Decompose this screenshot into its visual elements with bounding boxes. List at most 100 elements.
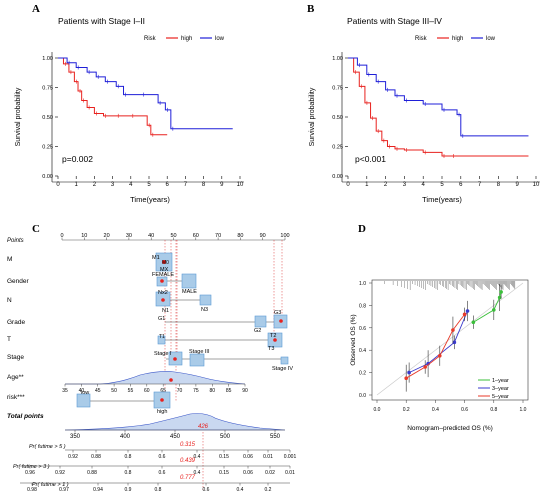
prob5-value: 0.315 <box>180 442 196 448</box>
c-total-ticks-label: 550 <box>270 434 281 440</box>
panel-d-xlabel: Nomogram–predicted OS (%) <box>407 425 493 432</box>
c-prob5-ticks-label: 0.01 <box>263 454 273 460</box>
a-xtick-label: 0 <box>56 182 60 188</box>
m-point <box>162 260 166 264</box>
nomogram-row-m: M1 MX M0 <box>152 252 173 273</box>
c-points-ticks-label: 60 <box>193 233 199 239</box>
grade-point <box>279 319 283 323</box>
d-ytick-label: 0.2 <box>359 371 366 377</box>
nomogram-row-stage: Stage I Stage III Stage IV <box>154 349 293 372</box>
panel-b-legend-low: low <box>486 36 496 42</box>
legend-1yr: 1–year <box>492 378 509 384</box>
panel-b-y-ticks: 0.00 0.25 0.50 0.75 1.00 <box>332 56 348 180</box>
nomogram-label-total: Total points <box>7 413 44 420</box>
d-point-1 <box>465 309 470 313</box>
c-prob1-ticks-label: 0.97 <box>59 487 69 493</box>
c-prob1-ticks-label: 0.94 <box>93 487 103 493</box>
panel-a-legend-low: low <box>215 36 225 42</box>
b-xtick-label: 4 <box>422 182 426 188</box>
a-ytick-label: 0.25 <box>42 145 53 151</box>
grade-label-g3: G3 <box>274 310 281 316</box>
c-age-ticks-label: 45 <box>95 388 101 394</box>
c-total-ticks-label: 350 <box>70 434 81 440</box>
a-curve-high <box>58 57 168 136</box>
b-xtick-label: 6 <box>459 182 463 188</box>
gender-label-male: MALE <box>182 289 197 295</box>
c-total-ticks-label: 500 <box>220 434 231 440</box>
nomogram-prob5: 0.92 0.88 0.8 0.6 0.4 0.15 0.06 0.01 0.001 0.315 <box>65 442 296 460</box>
legend-3yr: 3–year <box>492 386 509 392</box>
c-age-ticks-label: 60 <box>144 388 150 394</box>
panel-b-ylabel: Survival probability <box>309 87 316 146</box>
a-ytick-label: 0.50 <box>42 115 53 121</box>
panel-a-y-ticks: 0.00 0.25 0.50 0.75 1.00 <box>42 56 58 180</box>
c-prob1-ticks-label: 0.4 <box>237 487 244 493</box>
nomogram-label-prob1: Pr( futime > 1 ) <box>32 482 69 488</box>
risk-label-low: low <box>81 390 89 396</box>
c-prob5-ticks-label: 0.15 <box>219 454 229 460</box>
c-points-ticks-label: 10 <box>81 233 87 239</box>
d-ytick-label: 0.0 <box>359 393 366 399</box>
gender-label-female: FEMALE <box>152 272 174 278</box>
prob5-axis-ticks: 0.92 0.88 0.8 0.6 0.4 0.15 0.06 0.01 0.001 <box>68 450 296 460</box>
b-xtick-label: 5 <box>440 182 444 188</box>
t-point <box>273 338 277 342</box>
c-prob3-ticks-label: 0.06 <box>243 470 253 476</box>
a-xtick-label: 3 <box>111 182 115 188</box>
a-xtick-label: 8 <box>202 182 206 188</box>
b-xtick-label: 2 <box>384 182 388 188</box>
panel-a-x-ticks: 0 1 2 3 4 5 6 7 8 9 10 <box>56 176 244 188</box>
c-age-ticks-label: 75 <box>193 388 199 394</box>
panel-d-series <box>404 284 503 392</box>
n-label-n3: N3 <box>201 307 208 313</box>
c-prob3-ticks-label: 0.4 <box>194 470 201 476</box>
panel-d-ideal-line <box>376 282 524 396</box>
d-point-1 <box>407 370 411 375</box>
d-ytick-label: 0.8 <box>359 303 366 309</box>
d-xtick-label: 0.8 <box>490 407 497 413</box>
gender-male-box <box>181 273 197 289</box>
prob3-value: 0.439 <box>180 458 196 464</box>
a-xtick-label: 5 <box>147 182 151 188</box>
b-xtick-label: 10 <box>533 182 540 188</box>
nomogram-row-age: 35 40 45 50 55 60 65 70 75 80 85 90 <box>62 371 248 394</box>
panel-b-letter: B <box>307 3 315 15</box>
c-total-ticks-label: 400 <box>120 434 131 440</box>
c-prob1-ticks-label: 0.9 <box>125 487 132 493</box>
nomogram-label-t: T <box>7 336 11 343</box>
panel-a: A Patients with Stage I–II Risk high low… <box>15 3 244 204</box>
c-age-ticks-label: 85 <box>226 388 232 394</box>
nomogram-label-stage: Stage <box>7 354 24 361</box>
nomogram-label-n: N <box>7 297 12 304</box>
c-age-ticks-label: 90 <box>242 388 248 394</box>
c-prob1-ticks-label: 0.2 <box>265 487 272 493</box>
panel-a-letter: A <box>32 3 40 15</box>
m-label-m1: M1 <box>152 255 160 261</box>
stage-point <box>173 357 177 361</box>
panel-a-ylabel: Survival probability <box>15 87 22 146</box>
c-age-ticks-label: 80 <box>209 388 215 394</box>
nomogram-label-prob3: Pr( futime > 3 ) <box>13 464 50 470</box>
stage-iii-box <box>189 353 205 367</box>
panel-b-title: Patients with Stage III–IV <box>347 16 442 26</box>
risk-point <box>160 398 164 402</box>
panel-c: C Points M Gender N Grade T Stage Age** … <box>7 223 296 493</box>
panel-d-x-ticks: 0.0 0.2 0.4 0.6 0.8 1.0 <box>374 400 527 413</box>
stage-label-iii: Stage III <box>189 349 210 355</box>
d-ytick-label: 0.4 <box>359 348 366 354</box>
c-prob5-ticks-label: 0.4 <box>194 454 201 460</box>
panel-a-xlabel: Time(years) <box>130 195 170 204</box>
b-ytick-label: 0.25 <box>332 145 343 151</box>
nomogram-prob3: 0.96 0.92 0.88 0.8 0.6 0.4 0.15 0.06 0.02 0.01 0.… <box>20 458 295 476</box>
panel-a-legend-title: Risk <box>144 36 157 42</box>
c-prob5-ticks-label: 0.8 <box>125 454 132 460</box>
grade-label-g1: G1 <box>158 316 165 322</box>
d-line-2 <box>405 314 465 379</box>
c-points-ticks-label: 30 <box>126 233 132 239</box>
nomogram-total-points: 350 400 450 500 550 426 <box>64 413 286 440</box>
risk-label-high: high <box>157 409 167 415</box>
c-total-ticks-label: 450 <box>170 434 181 440</box>
c-age-ticks-label: 70 <box>177 388 183 394</box>
nomogram-label-age: Age** <box>7 374 24 381</box>
b-curve-high <box>348 57 529 157</box>
